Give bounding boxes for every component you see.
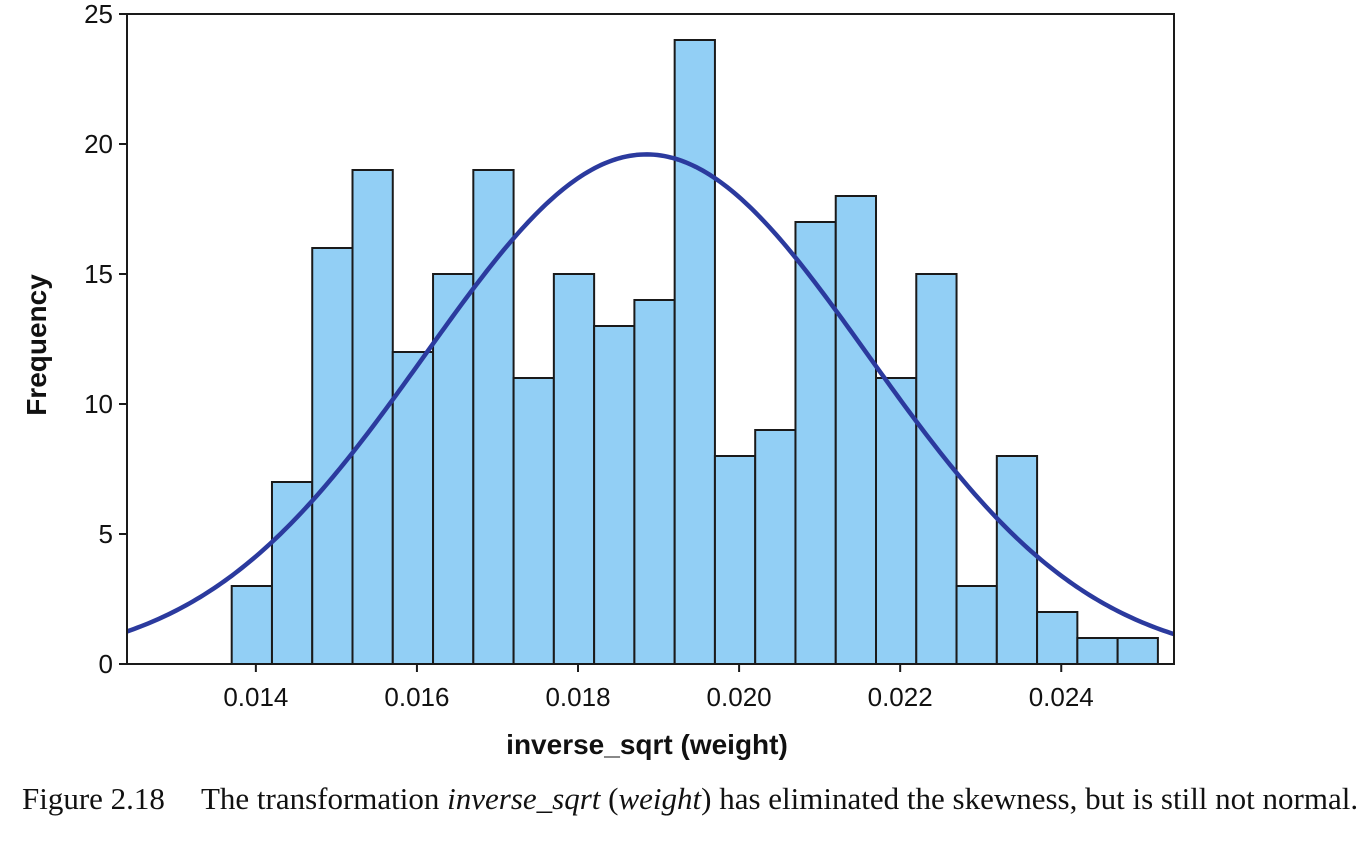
- y-axis: 0 5 10 15 20 25: [84, 0, 127, 679]
- histogram-bar: [1076, 637, 1119, 665]
- y-tick-label: 0: [99, 649, 113, 679]
- x-tick-label: 0.014: [223, 682, 288, 712]
- histogram-bar: [673, 39, 716, 665]
- histogram-bars: [230, 39, 1159, 665]
- x-axis: 0.014 0.016 0.018 0.020 0.022 0.024: [223, 664, 1094, 712]
- histogram-bar: [794, 221, 837, 665]
- figure-caption: Figure 2.18 The transformation inverse_sq…: [22, 778, 1362, 820]
- histogram-bar: [1116, 637, 1159, 665]
- figure-number: Figure 2.18: [22, 781, 165, 816]
- x-tick-label: 0.022: [868, 682, 933, 712]
- histogram-bar: [351, 169, 394, 665]
- histogram-bar: [713, 455, 757, 665]
- histogram-bar: [552, 273, 596, 665]
- y-axis-title: Frequency: [21, 274, 52, 416]
- y-tick-label: 15: [84, 259, 113, 289]
- x-tick-label: 0.018: [545, 682, 610, 712]
- y-tick-label: 10: [84, 389, 113, 419]
- x-tick-label: 0.016: [384, 682, 449, 712]
- histogram-bar: [512, 377, 555, 665]
- histogram-bar: [432, 273, 475, 665]
- histogram-bar: [915, 273, 958, 665]
- histogram-bar: [270, 481, 314, 665]
- histogram-bar: [1036, 611, 1079, 665]
- histogram-bar: [754, 429, 797, 665]
- histogram-bar: [955, 585, 998, 665]
- y-tick-label: 20: [84, 129, 113, 159]
- histogram-bar: [593, 325, 636, 665]
- histogram-bar: [391, 351, 435, 665]
- histogram-bar: [230, 585, 273, 665]
- caption-emphasis-transform: inverse_sqrt: [447, 781, 601, 816]
- caption-emphasis-variable: weight: [618, 781, 702, 816]
- y-tick-label: 5: [99, 519, 113, 549]
- x-tick-label: 0.024: [1029, 682, 1094, 712]
- plot-frame: [126, 13, 1175, 665]
- histogram-bar: [875, 377, 918, 665]
- x-axis-title: inverse_sqrt (weight): [506, 729, 788, 760]
- caption-text-before: The transformation: [200, 781, 448, 816]
- histogram-bar: [311, 247, 354, 665]
- histogram-bar: [834, 195, 878, 665]
- histogram-bar: [995, 455, 1039, 665]
- normal-curve: [126, 152, 1175, 637]
- histogram-bar: [633, 299, 676, 665]
- y-tick-label: 25: [84, 0, 113, 29]
- caption-text-after: ) has eliminated the skewness, but is st…: [701, 781, 1359, 816]
- histogram-chart: 0 5 10 15 20 25 0.014 0.016 0.018 0.020 0.022 0.02…: [21, 0, 1175, 760]
- x-tick-label: 0.020: [707, 682, 772, 712]
- caption-text-mid: (: [600, 781, 619, 816]
